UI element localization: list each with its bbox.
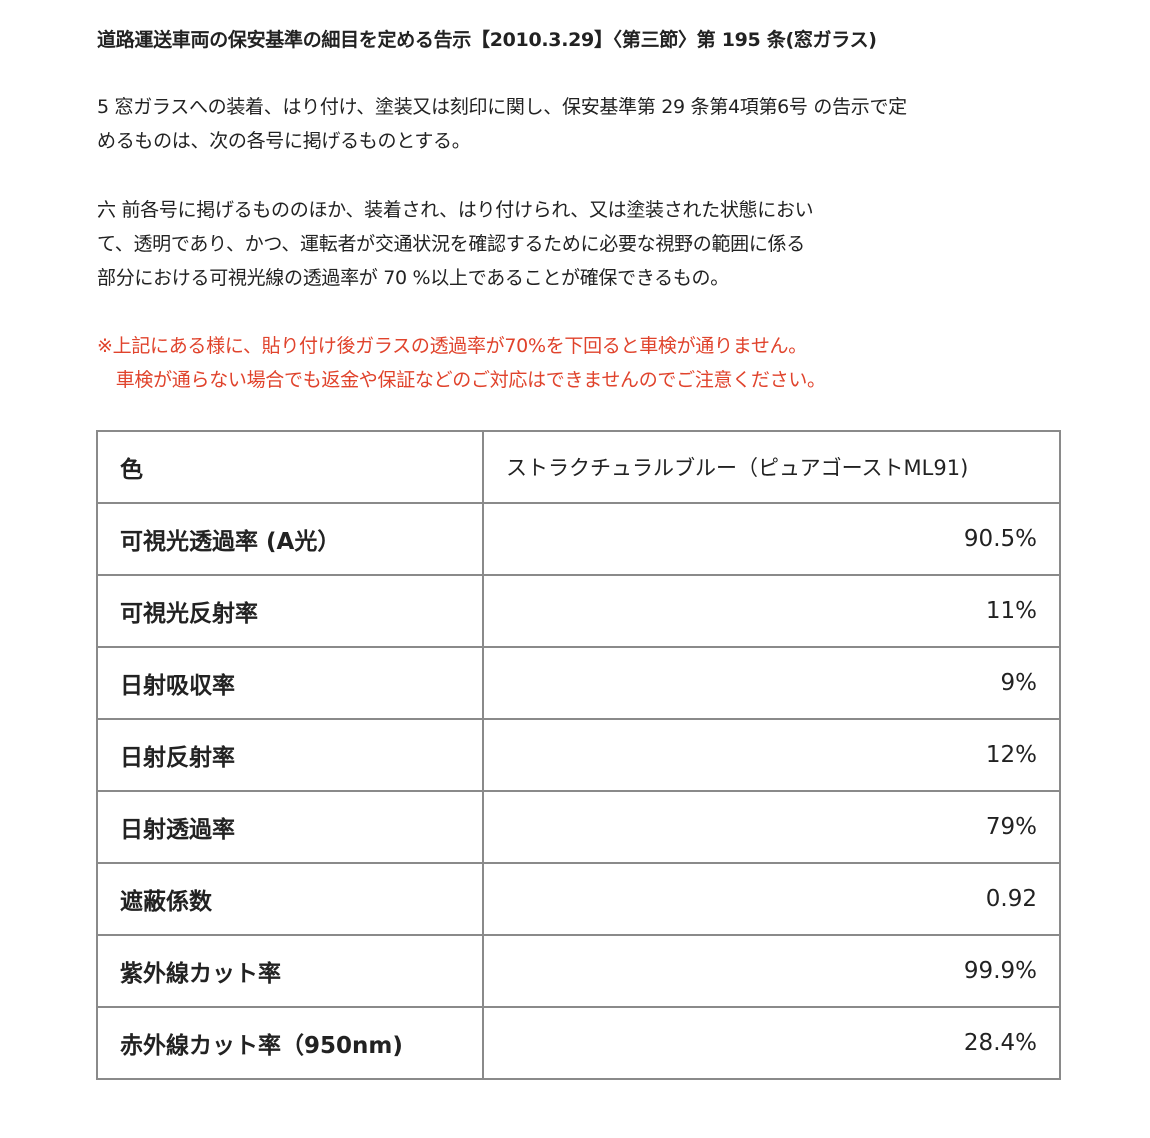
row-label: 日射透過率 (96, 790, 484, 864)
text-line: ※上記にある様に、貼り付け後ガラスの透過率が70%を下回ると車検が通りません。 (97, 335, 807, 357)
row-value: 9% (482, 646, 1061, 720)
row-label: 日射吸収率 (96, 646, 484, 720)
table-row: 赤外線カット率（950nm) 28.4% (96, 1006, 1061, 1080)
row-value: 12% (482, 718, 1061, 792)
table-row: 日射反射率 12% (96, 718, 1061, 792)
table-row: 遮蔽係数 0.92 (96, 862, 1061, 936)
row-value: 11% (482, 574, 1061, 648)
table-row: 紫外線カット率 99.9% (96, 934, 1061, 1008)
paragraph-6: 六 前各号に掲げるもののほか、装着され、はり付けられ、又は塗装された状態におい … (97, 193, 814, 295)
row-value: 0.92 (482, 862, 1061, 936)
header-value: ストラクチュラルブルー（ピュアゴーストML91) (482, 430, 1061, 504)
row-label: 紫外線カット率 (96, 934, 484, 1008)
header-label: 色 (96, 430, 484, 504)
row-value: 90.5% (482, 502, 1061, 576)
row-label: 可視光反射率 (96, 574, 484, 648)
row-label: 遮蔽係数 (96, 862, 484, 936)
row-label: 日射反射率 (96, 718, 484, 792)
row-label: 可視光透過率 (A光） (96, 502, 484, 576)
text-line: 5 窓ガラスへの装着、はり付け、塗装又は刻印に関し、保安基準第 29 条第4項第… (97, 96, 907, 118)
row-value: 28.4% (482, 1006, 1061, 1080)
table-row: 可視光透過率 (A光） 90.5% (96, 502, 1061, 576)
text-line: 六 前各号に掲げるもののほか、装着され、はり付けられ、又は塗装された状態におい (97, 199, 814, 221)
row-value: 79% (482, 790, 1061, 864)
row-value: 99.9% (482, 934, 1061, 1008)
text-line: て、透明であり、かつ、運転者が交通状況を確認するために必要な視野の範囲に係る (97, 233, 805, 255)
warning-note: ※上記にある様に、貼り付け後ガラスの透過率が70%を下回ると車検が通りません。 … (97, 329, 826, 397)
text-line: めるものは、次の各号に掲げるものとする。 (97, 130, 471, 152)
table-header-row: 色 ストラクチュラルブルー（ピュアゴーストML91) (96, 430, 1061, 504)
table-row: 日射吸収率 9% (96, 646, 1061, 720)
spec-table: 色 ストラクチュラルブルー（ピュアゴーストML91) 可視光透過率 (A光） 90… (96, 430, 1061, 1080)
text-line: 車検が通らない場合でも返金や保証などのご対応はできませんのでご注意ください。 (97, 369, 826, 391)
text-line: 部分における可視光線の透過率が 70 %以上であることが確保できるもの。 (97, 267, 729, 289)
row-label: 赤外線カット率（950nm) (96, 1006, 484, 1080)
table-row: 可視光反射率 11% (96, 574, 1061, 648)
paragraph-5: 5 窓ガラスへの装着、はり付け、塗装又は刻印に関し、保安基準第 29 条第4項第… (97, 90, 907, 158)
table-row: 日射透過率 79% (96, 790, 1061, 864)
document-title: 道路運送車両の保安基準の細目を定める告示【2010.3.29】〈第三節〉第 19… (97, 29, 877, 51)
